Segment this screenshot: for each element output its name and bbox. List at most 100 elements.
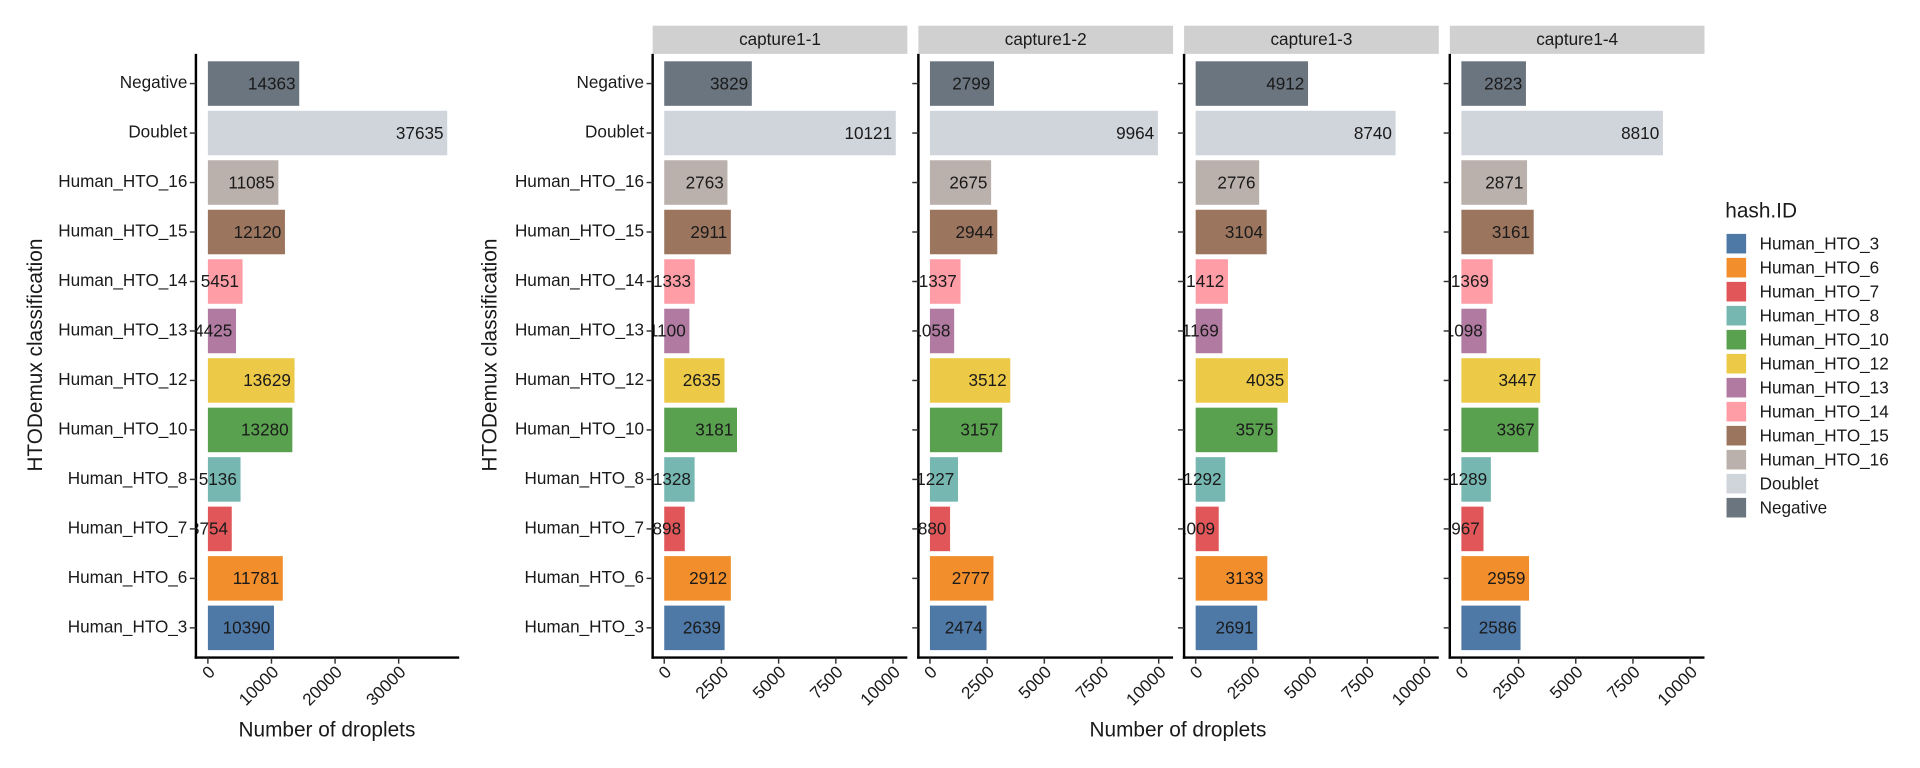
x-tick-label: 30000: [362, 662, 410, 710]
y-tick-label: Human_HTO_3: [524, 616, 644, 636]
value-label: 3575: [1236, 420, 1274, 440]
bar: [1461, 110, 1663, 156]
bar: [664, 605, 725, 651]
bar: [1195, 457, 1226, 502]
bar: [929, 358, 1011, 403]
value-label: 1328: [653, 469, 691, 489]
x-tick-label: 10000: [856, 662, 904, 710]
bar: [1461, 209, 1534, 255]
value-label: 4035: [1246, 370, 1284, 390]
legend-swatch: [1726, 281, 1747, 302]
legend-swatch: [1726, 449, 1747, 470]
bar: [1461, 358, 1541, 403]
facet-title: capture1-1: [739, 29, 821, 49]
bar: [664, 457, 695, 502]
value-label: 1009: [1177, 519, 1215, 539]
bar: [929, 160, 992, 205]
bar: [207, 407, 293, 453]
bar: [1461, 506, 1484, 552]
value-label: 898: [653, 519, 682, 539]
facet-strip: [918, 25, 1174, 54]
x-tick-label: 10000: [1388, 662, 1436, 710]
y-tick-label: Human_HTO_16: [515, 171, 644, 191]
bar: [1461, 160, 1528, 205]
facet-title: capture1-2: [1005, 29, 1087, 49]
value-label: 2691: [1215, 618, 1253, 638]
legend-label: Human_HTO_13: [1760, 377, 1889, 397]
value-label: 2777: [952, 568, 990, 588]
bar: [929, 506, 951, 552]
legend-label: Human_HTO_12: [1760, 353, 1889, 373]
bar: [1461, 556, 1530, 601]
value-label: 2639: [683, 618, 721, 638]
plot-area: 2823 8810 2871 3161 1369 1098 3447 3367 1289 967 2…: [1445, 61, 1663, 651]
bar: [664, 407, 738, 453]
facet-strip: [1184, 25, 1439, 54]
value-label: 1337: [919, 271, 957, 291]
bar: [664, 160, 728, 205]
x-tick-label: 5000: [748, 662, 789, 703]
bar: [207, 457, 241, 502]
value-label: 1058: [912, 321, 950, 341]
value-label: 1333: [653, 271, 691, 291]
plot-area: 2799 9964 2675 2944 1337 1058 3512 3157 1227 880 2…: [912, 61, 1158, 651]
x-tick-label: 2500: [691, 662, 732, 703]
y-tick-label: Human_HTO_6: [68, 567, 188, 587]
x-tick-label: 7500: [1603, 662, 1644, 703]
value-label: 1292: [1183, 469, 1221, 489]
x-tick-label: 7500: [806, 662, 847, 703]
value-label: 3754: [190, 519, 229, 539]
value-label: 1098: [1445, 321, 1483, 341]
value-label: 2959: [1487, 568, 1525, 588]
bar: [207, 506, 232, 552]
value-label: 2776: [1217, 172, 1255, 192]
legend-swatch: [1726, 377, 1747, 398]
value-label: 37635: [396, 123, 444, 143]
value-label: 2871: [1485, 172, 1523, 192]
value-label: 12120: [234, 222, 282, 242]
y-tick-label: Human_HTO_6: [524, 567, 644, 587]
facet-strip: [652, 25, 908, 54]
bar: [664, 556, 731, 601]
value-label: 1227: [916, 469, 954, 489]
bar: [207, 209, 285, 255]
bar: [1461, 457, 1491, 502]
legend-label: Human_HTO_8: [1760, 305, 1880, 325]
x-tick-label: 20000: [298, 662, 346, 710]
y-tick-label: Negative: [576, 72, 644, 92]
value-label: 14363: [248, 73, 296, 93]
value-label: 3157: [960, 420, 998, 440]
legend-label: Human_HTO_3: [1760, 233, 1880, 253]
value-label: 11781: [233, 568, 279, 588]
bar: [664, 358, 725, 403]
plot-area: 14363 37635 11085 12120 5451 4425 13629 13280 51…: [190, 61, 448, 651]
bar: [1461, 407, 1539, 453]
y-tick-label: Human_HTO_14: [515, 270, 645, 290]
value-label: 10121: [844, 123, 892, 143]
bar: [1461, 308, 1487, 354]
y-tick-label: Human_HTO_12: [58, 369, 187, 389]
bar: [207, 358, 295, 403]
bar: [929, 259, 961, 304]
value-label: 8740: [1354, 123, 1392, 143]
bar: [207, 61, 300, 106]
y-tick-label: Human_HTO_15: [58, 221, 187, 241]
bar: [1195, 209, 1267, 255]
value-label: 10390: [223, 618, 271, 638]
legend-swatch: [1726, 425, 1747, 446]
y-axis-title: HTODemux classification: [479, 239, 502, 472]
legend-label: Human_HTO_15: [1760, 425, 1889, 445]
x-tick-label: 0: [1186, 662, 1207, 683]
bar: [929, 457, 959, 502]
y-tick-label: Human_HTO_7: [68, 517, 188, 537]
bar: [1461, 259, 1493, 304]
plot-area: 4912 8740 2776 3104 1412 1169 4035 3575 1292 1009…: [1177, 61, 1396, 651]
value-label: 3829: [710, 73, 748, 93]
value-label: 2586: [1479, 618, 1517, 638]
y-tick-label: Human_HTO_16: [58, 171, 187, 191]
x-tick-label: 7500: [1071, 662, 1112, 703]
bar: [929, 209, 998, 255]
bar: [1195, 308, 1223, 354]
y-tick-label: Doublet: [128, 122, 187, 142]
